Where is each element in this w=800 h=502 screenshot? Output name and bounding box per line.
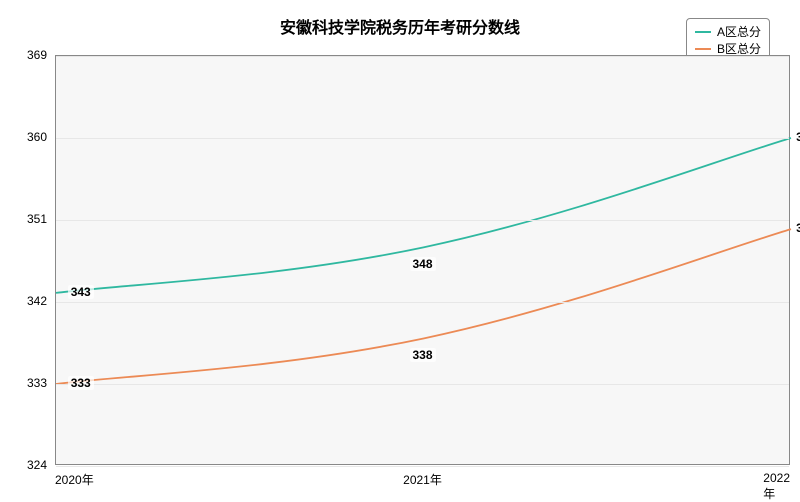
x-tick-label: 2020年 — [55, 471, 94, 488]
y-tick-label: 333 — [27, 376, 47, 390]
legend-swatch — [695, 48, 711, 50]
y-tick-label: 324 — [27, 458, 47, 472]
gridline — [56, 56, 789, 57]
y-tick-label: 369 — [27, 48, 47, 62]
point-label: 348 — [409, 257, 435, 271]
legend-swatch — [695, 31, 711, 33]
gridline — [56, 220, 789, 221]
point-label: 338 — [409, 348, 435, 362]
gridline — [56, 302, 789, 303]
point-label: 333 — [68, 376, 94, 390]
legend-label: A区总分 — [717, 23, 761, 40]
chart-container: 安徽科技学院税务历年考研分数线 A区总分B区总分 324333342351360… — [0, 0, 800, 500]
gridline — [56, 384, 789, 385]
chart-title: 安徽科技学院税务历年考研分数线 — [280, 14, 520, 38]
gridline — [56, 466, 789, 467]
y-tick-label: 351 — [27, 212, 47, 226]
point-label: 350 — [793, 221, 800, 235]
point-label: 343 — [68, 285, 94, 299]
x-tick-label: 2022年 — [763, 471, 790, 502]
legend-item: A区总分 — [695, 23, 761, 40]
y-tick-label: 360 — [27, 130, 47, 144]
x-tick-label: 2021年 — [403, 471, 442, 488]
y-tick-label: 342 — [27, 294, 47, 308]
gridline — [56, 138, 789, 139]
point-label: 360 — [793, 130, 800, 144]
